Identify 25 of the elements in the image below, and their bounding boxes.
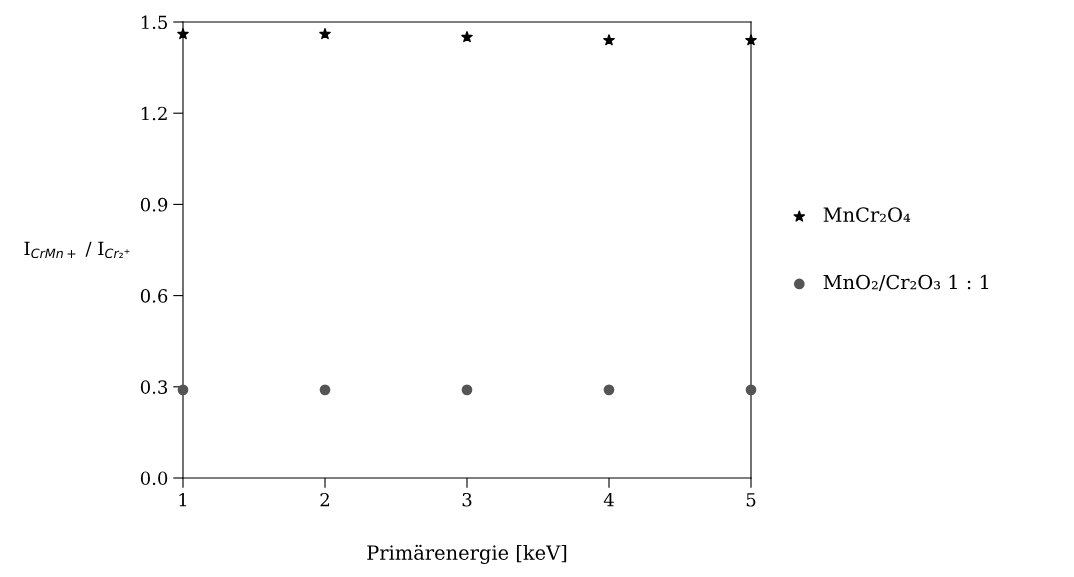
y-axis-title: I$_{CrMn+}$ / I$_{Cr₂⁺}$ [24,241,130,259]
x-tick-label: 1 [179,492,187,507]
point [461,384,473,396]
point [177,384,189,396]
point [745,384,757,396]
point [603,384,615,396]
x-tick-label: 3 [462,492,472,507]
x-axis-title: Primärenergie [keV] [367,544,567,564]
point [319,28,331,40]
point [603,34,615,46]
point [745,34,757,46]
legend-label: MnO₂/Cr₂O₃ 1 : 1 [823,274,989,291]
y-tick-label: 0.6 [140,289,168,303]
y-tick-label: 0.9 [140,197,168,212]
x-tick-label: 5 [746,493,756,507]
point [319,384,331,396]
x-tick-label: 4 [603,492,614,507]
legend-label: MnCr₂O₄ [823,207,911,222]
point [177,28,189,40]
x-tick-label: 2 [320,492,329,507]
y-tick-label: 1.5 [141,15,168,30]
point [461,31,473,43]
y-tick-label: 0.3 [140,380,168,394]
y-tick-label: 1.2 [141,106,167,121]
y-tick-label: 0.0 [140,471,168,486]
